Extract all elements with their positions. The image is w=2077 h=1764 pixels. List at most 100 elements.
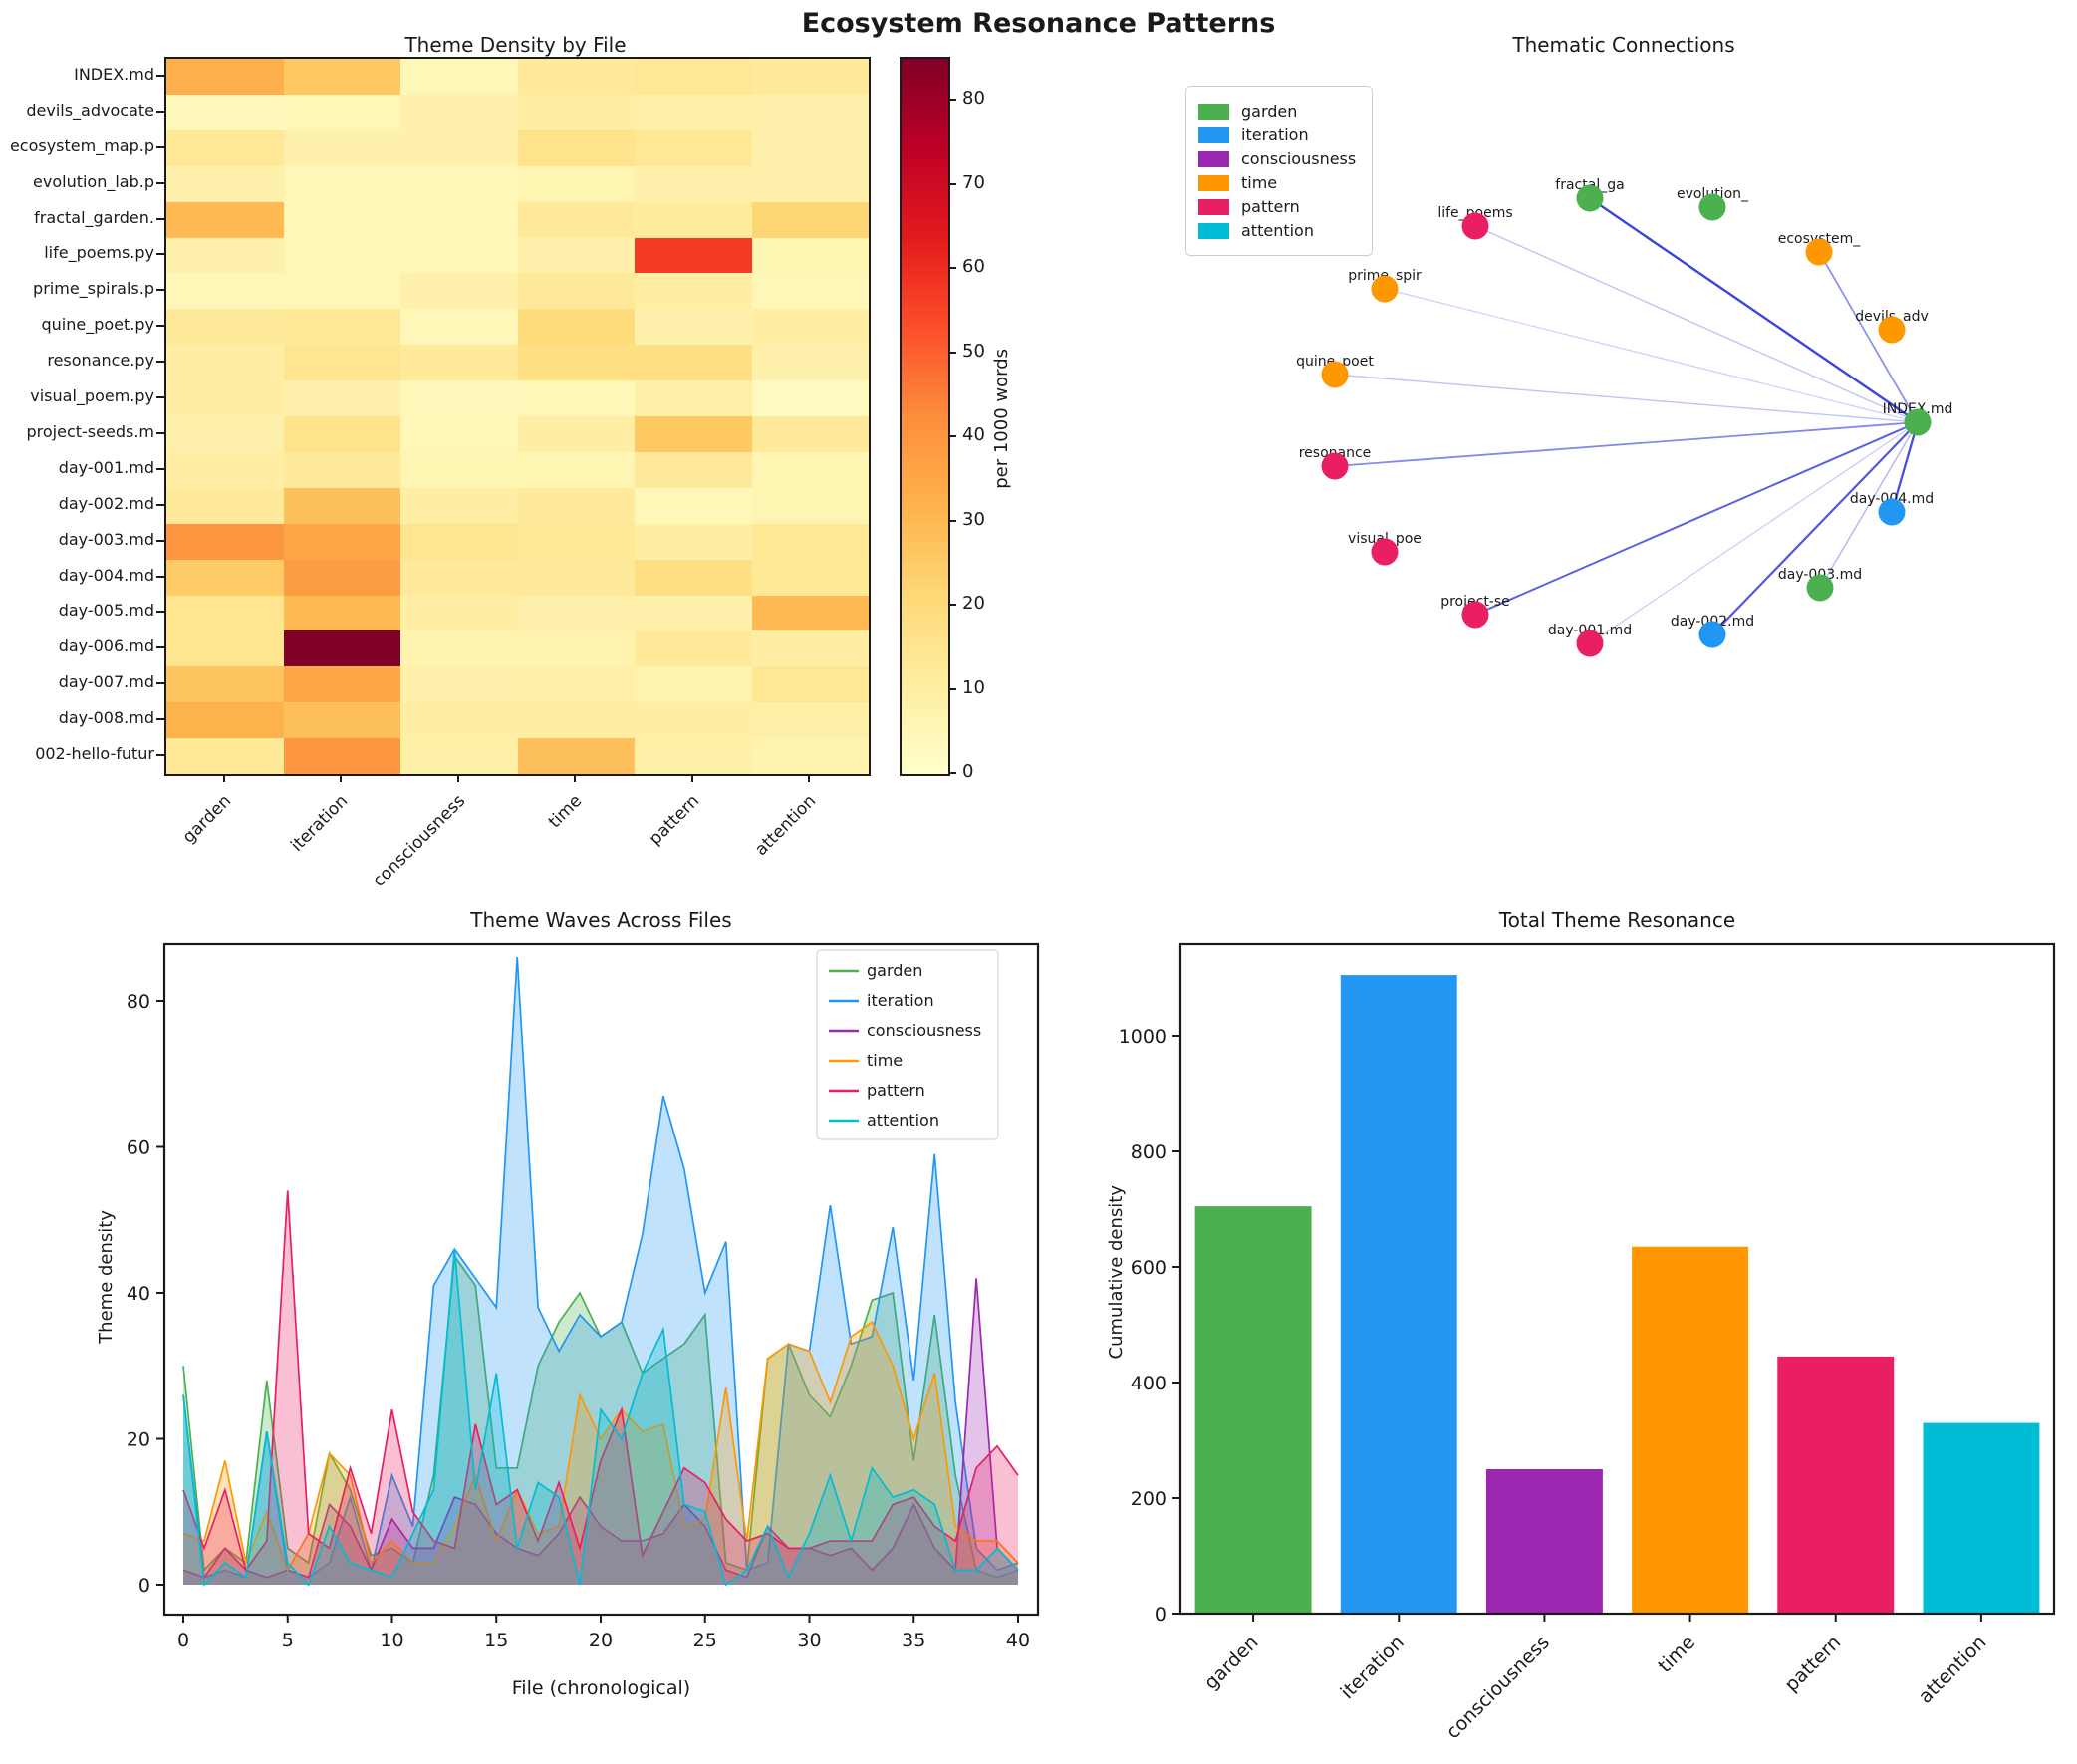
network-edge bbox=[1890, 421, 1920, 513]
network-legend: garden iteration consciousness time pattern a… bbox=[1185, 86, 1374, 256]
heatmap-cell bbox=[517, 165, 635, 202]
figure-title: Ecosystem Resonance Patterns bbox=[801, 8, 1276, 39]
axis-tick-label: 800 bbox=[1131, 1141, 1167, 1163]
heatmap-cell bbox=[166, 702, 284, 739]
totals-chart: 0 200 400 600 800 1000 garden iteration consciou… bbox=[1119, 942, 2056, 1743]
waves-title: Theme Waves Across Files bbox=[470, 908, 732, 932]
heatmap-cell bbox=[283, 237, 400, 274]
heatmap-cell bbox=[751, 702, 869, 739]
heatmap-cell bbox=[400, 487, 518, 524]
legend-swatch bbox=[1198, 198, 1229, 215]
series-line bbox=[182, 1248, 1019, 1587]
legend-label: consciousness bbox=[1241, 149, 1357, 168]
colorbar-label: per 1000 words bbox=[991, 349, 1012, 489]
heatmap-cell bbox=[166, 451, 284, 488]
bar bbox=[1632, 1246, 1749, 1614]
axis-tick bbox=[156, 181, 164, 184]
legend-swatch bbox=[1198, 103, 1229, 120]
series-area bbox=[183, 1249, 1018, 1585]
heatmap-row-label: day-002.md bbox=[58, 493, 154, 513]
heatmap-cell bbox=[635, 595, 752, 631]
heatmap-cell bbox=[635, 630, 752, 667]
heatmap-cell bbox=[400, 94, 518, 130]
legend-box bbox=[816, 949, 999, 1140]
network-node bbox=[1576, 630, 1604, 657]
legend-label: attention bbox=[867, 1111, 939, 1130]
heatmap-cell bbox=[166, 309, 284, 346]
heatmap-row-label: day-005.md bbox=[58, 601, 154, 621]
legend-label: iteration bbox=[1241, 126, 1309, 144]
heatmap-cell bbox=[400, 523, 518, 560]
heatmap-cell bbox=[283, 165, 400, 202]
heatmap-cell bbox=[400, 345, 518, 381]
axis-tick-label: 20 bbox=[127, 1429, 150, 1451]
totals-ylabel: Cumulative density bbox=[1106, 1185, 1127, 1360]
heatmap-cell bbox=[166, 630, 284, 667]
colorbar-tick bbox=[948, 267, 956, 270]
heatmap-row-label: day-006.md bbox=[58, 636, 154, 656]
heatmap-row-label: day-007.md bbox=[58, 672, 154, 692]
heatmap-row-label: fractal_garden. bbox=[34, 207, 154, 227]
axis-tick-label: iteration bbox=[1336, 1632, 1408, 1703]
network-node bbox=[1878, 316, 1906, 344]
heatmap-cell bbox=[517, 59, 635, 95]
heatmap-cell bbox=[635, 273, 752, 310]
heatmap-cell bbox=[283, 94, 400, 130]
bar bbox=[1340, 975, 1457, 1614]
network-edge bbox=[1589, 197, 1919, 423]
heatmap-cell bbox=[751, 59, 869, 95]
axis-tick-label: attention bbox=[1915, 1632, 1991, 1708]
heatmap-cell bbox=[283, 380, 400, 416]
legend-swatch bbox=[1198, 222, 1229, 239]
colorbar bbox=[900, 57, 950, 776]
series-line bbox=[182, 956, 1019, 1579]
bar bbox=[1777, 1356, 1895, 1614]
axis-tick-label: 400 bbox=[1131, 1373, 1167, 1394]
heatmap-cell bbox=[517, 451, 635, 488]
waves-ylabel: Theme density bbox=[96, 1210, 117, 1344]
colorbar-tick-label: 60 bbox=[962, 256, 985, 278]
colorbar-tick-label: 50 bbox=[962, 340, 985, 362]
axis-tick-label: 35 bbox=[902, 1630, 925, 1651]
heatmap-cell bbox=[166, 201, 284, 238]
axis-tick-label: 5 bbox=[282, 1630, 294, 1651]
axis-tick bbox=[156, 718, 164, 721]
network-title: Thematic Connections bbox=[1512, 33, 1735, 57]
axis-tick bbox=[156, 145, 164, 148]
colorbar-tick-label: 80 bbox=[962, 88, 985, 110]
heatmap-cell bbox=[635, 702, 752, 739]
heatmap-row-label: evolution_lab.p bbox=[33, 171, 154, 191]
heatmap-cell bbox=[635, 380, 752, 416]
heatmap-cell bbox=[400, 237, 518, 274]
heatmap-cell bbox=[400, 273, 518, 310]
axis-tick bbox=[340, 774, 343, 782]
axis-tick bbox=[808, 774, 811, 782]
network-node bbox=[1904, 408, 1932, 436]
axis-tick bbox=[222, 774, 225, 782]
network-node bbox=[1371, 275, 1399, 303]
axis-tick-label: time bbox=[1654, 1632, 1699, 1677]
legend-swatch bbox=[1198, 126, 1229, 143]
axis-tick-label: 80 bbox=[127, 991, 150, 1013]
heatmap-cell bbox=[283, 273, 400, 310]
heatmap-cell bbox=[166, 165, 284, 202]
heatmap-cell bbox=[517, 559, 635, 596]
heatmap-cell bbox=[166, 559, 284, 596]
heatmap-cell bbox=[635, 345, 752, 381]
heatmap-cell bbox=[166, 487, 284, 524]
heatmap-cell bbox=[400, 309, 518, 346]
legend-swatch bbox=[1198, 174, 1229, 191]
network-edge bbox=[1334, 374, 1919, 423]
heatmap-cell bbox=[751, 451, 869, 488]
network-edge bbox=[1334, 421, 1919, 467]
heatmap-cell bbox=[635, 559, 752, 596]
network-edge bbox=[1819, 421, 1919, 589]
waves-chart: 0 20 40 60 80 0 5 10 15 20 25 30 35 40 garden iteration… bbox=[127, 942, 1040, 1651]
heatmap-cell bbox=[166, 380, 284, 416]
heatmap-cell bbox=[517, 129, 635, 166]
heatmap-cell bbox=[400, 165, 518, 202]
heatmap-cell bbox=[751, 237, 869, 274]
waves-legend: garden iteration consciousness time pattern a… bbox=[816, 949, 999, 1140]
heatmap-cell bbox=[751, 345, 869, 381]
legend-item: pattern bbox=[1198, 197, 1356, 216]
